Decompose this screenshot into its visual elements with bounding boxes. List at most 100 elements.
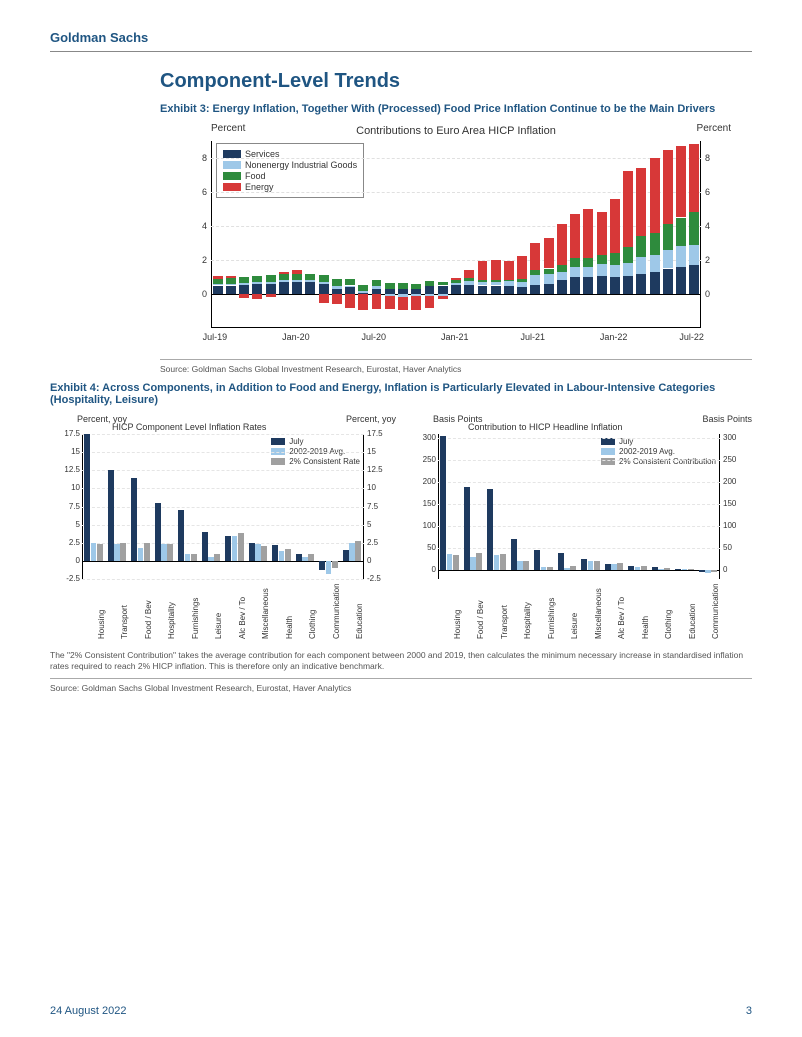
bar-segment [372, 280, 382, 287]
bar [225, 536, 231, 561]
bar-segment [451, 283, 461, 285]
xtick: Jul-19 [203, 332, 228, 342]
bar [272, 545, 278, 561]
bar-segment [557, 280, 567, 294]
bar [641, 566, 647, 570]
ytick: 2 [705, 255, 725, 265]
section-title: Component-Level Trends [160, 70, 752, 93]
gridline [438, 548, 720, 549]
bar [202, 532, 208, 561]
category-label: Leisure [570, 613, 579, 639]
bar-segment [570, 258, 580, 267]
bar [349, 543, 355, 561]
subchart-title: Contribution to HICP Headline Inflation [468, 422, 622, 432]
bar-segment [544, 269, 554, 275]
category-label: Health [285, 616, 294, 639]
bar-segment [623, 276, 633, 294]
bar-segment [517, 282, 527, 287]
xtick: Jan-20 [282, 332, 310, 342]
bar-segment [358, 285, 368, 292]
bar-segment [438, 286, 448, 295]
ytick: 250 [410, 455, 436, 464]
bar-segment [636, 274, 646, 294]
bar [682, 569, 688, 570]
bar-segment [491, 260, 501, 280]
bar-segment [610, 253, 620, 265]
bar-segment [530, 285, 540, 294]
ytick: 6 [705, 187, 725, 197]
bar-segment [544, 284, 554, 294]
bar-segment [438, 282, 448, 285]
ytick: 200 [410, 477, 436, 486]
ytick: 10 [54, 483, 80, 492]
bar-segment [570, 214, 580, 258]
bar [114, 544, 120, 561]
bar-segment [676, 218, 686, 247]
bar [664, 568, 670, 571]
ytick: 0 [367, 556, 387, 565]
ytick: 150 [410, 499, 436, 508]
category-label: Transport [500, 605, 509, 639]
bar-segment [650, 272, 660, 294]
bar-segment [319, 282, 329, 284]
exhibit-4-source: Source: Goldman Sachs Global Investment … [50, 678, 752, 693]
ytick: 2 [187, 255, 207, 265]
bar [476, 553, 482, 571]
exhibit-4-right-chart: Basis PointsBasis PointsContribution to … [406, 414, 752, 644]
category-label: Furnishings [191, 598, 200, 639]
bar-segment [226, 286, 236, 295]
bar [594, 561, 600, 570]
footer-date: 24 August 2022 [50, 1005, 126, 1017]
bar [208, 557, 214, 561]
category-label: Alc Bev / To [617, 597, 626, 639]
bar-segment [239, 285, 249, 294]
gridline [82, 434, 364, 435]
category-label: Food / Bev [476, 600, 485, 639]
bar-segment [398, 297, 408, 311]
ytick: 8 [187, 153, 207, 163]
bar [343, 550, 349, 561]
bar-segment [385, 283, 395, 289]
ytick: 4 [705, 221, 725, 231]
xtick: Jan-22 [600, 332, 628, 342]
category-label: Education [688, 603, 697, 639]
bar-segment [438, 296, 448, 299]
ytick: 6 [187, 187, 207, 197]
bar [447, 554, 453, 571]
ytick: 4 [187, 221, 207, 231]
bar [249, 543, 255, 561]
category-label: Communication [711, 583, 720, 639]
bar [144, 543, 150, 561]
bar [494, 555, 500, 570]
bar-segment [623, 263, 633, 277]
xtick: Jul-20 [362, 332, 387, 342]
exhibit-4-chart-row: Percent, yoyPercent, yoyHICP Component L… [50, 414, 752, 644]
y-label-right: Percent, yoy [346, 414, 396, 424]
bar-segment [663, 224, 673, 250]
gridline [438, 482, 720, 483]
bar [570, 566, 576, 570]
exhibit-3-block: Exhibit 3: Energy Inflation, Together Wi… [160, 103, 752, 374]
bar [581, 559, 587, 570]
bar-segment [372, 286, 382, 289]
bar-segment [570, 277, 580, 294]
bar-segment [478, 282, 488, 285]
ytick: 0 [705, 289, 725, 299]
bar-segment [557, 265, 567, 272]
ytick: 2.5 [367, 538, 387, 547]
bar-segment [332, 294, 342, 304]
zero-line [211, 294, 701, 295]
ytick: 17.5 [54, 429, 80, 438]
gridline [82, 579, 364, 580]
bar-segment [504, 261, 514, 280]
ytick: -2.5 [54, 574, 80, 583]
bar [588, 561, 594, 571]
xtick: Jul-21 [520, 332, 545, 342]
bar-segment [292, 282, 302, 294]
ytick: 100 [410, 521, 436, 530]
bar [440, 436, 446, 570]
bar-segment [358, 291, 368, 293]
bar-segment [305, 274, 315, 281]
gridline [82, 507, 364, 508]
bar-segment [557, 224, 567, 265]
